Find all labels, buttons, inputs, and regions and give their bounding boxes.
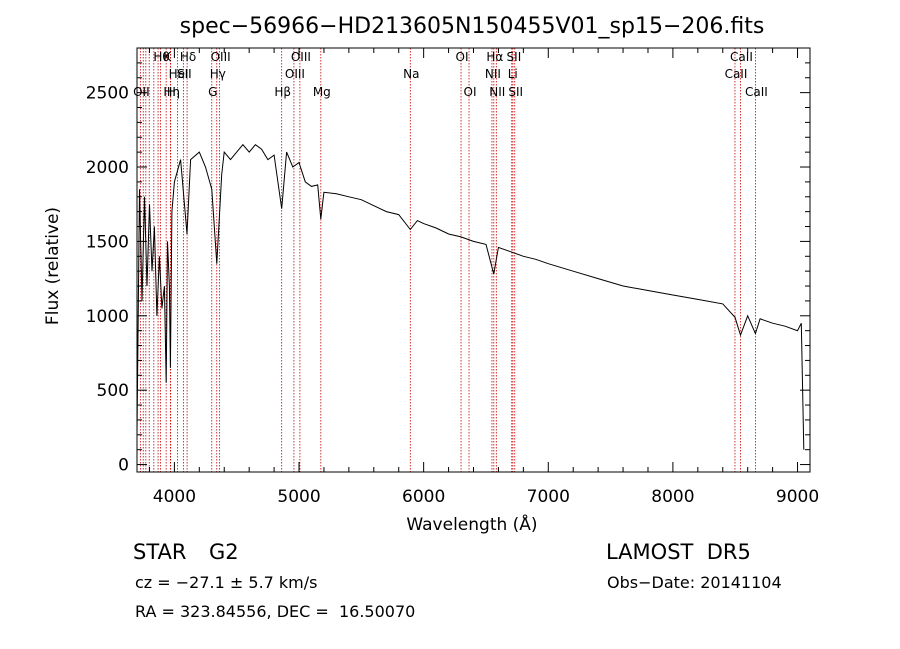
line-marker-label: Mg xyxy=(313,85,331,99)
line-markers xyxy=(139,48,756,472)
line-marker-label: HeI xyxy=(169,67,189,81)
line-marker-label: OII xyxy=(133,85,150,99)
line-marker-label: SII xyxy=(507,50,522,64)
survey-name: LAMOST DR5 xyxy=(606,540,751,564)
line-marker-label: Hδ xyxy=(180,50,196,64)
line-marker-label: CaII xyxy=(730,50,753,64)
line-marker-label: Hθ xyxy=(153,50,169,64)
line-marker-label: SII xyxy=(177,67,192,81)
chart-title: spec−56966−HD213605N150455V01_sp15−206.f… xyxy=(180,14,765,39)
line-marker-label: OIII xyxy=(291,50,311,64)
line-marker-label: Hα xyxy=(486,50,503,64)
line-marker-label: OIII xyxy=(285,67,305,81)
line-marker-labels: OIIHθKHηHHeISIIHδGHγOIIIHβOIIIOIIIMgNaOI… xyxy=(133,50,768,99)
redshift-velocity: cz = −27.1 ± 5.7 km/s xyxy=(135,573,318,592)
x-tick-label: 9000 xyxy=(776,487,819,507)
line-marker-label: NII xyxy=(485,67,501,81)
line-marker-label: OIII xyxy=(211,50,231,64)
coordinates: RA = 323.84556, DEC = 16.50070 xyxy=(135,602,416,621)
y-tick-label: 2500 xyxy=(86,84,129,104)
y-tick-label: 2000 xyxy=(86,158,129,178)
object-subclass: G2 xyxy=(209,540,239,564)
x-tick-label: 6000 xyxy=(402,487,445,507)
y-tick-label: 1000 xyxy=(86,307,129,327)
y-axis-label: Flux (relative) xyxy=(43,207,63,325)
plot-frame xyxy=(136,47,811,473)
x-tick-label: 8000 xyxy=(651,487,694,507)
spectrum-series-line xyxy=(136,143,805,450)
x-tick-label: 7000 xyxy=(527,487,570,507)
x-axis-label: Wavelength (Å) xyxy=(406,513,537,535)
line-marker-label: OI xyxy=(456,50,469,64)
line-marker-label: Hη xyxy=(163,85,180,99)
line-marker-label: OI xyxy=(464,85,477,99)
line-marker-label: K xyxy=(163,50,172,64)
line-marker-label: H xyxy=(167,85,176,99)
y-axis-ticks: 0 500 1000 1500 2000 2500 xyxy=(86,62,810,476)
line-marker-label: CaII xyxy=(745,85,768,99)
x-tick-label: 5000 xyxy=(277,487,320,507)
line-marker-label: Li xyxy=(508,67,518,81)
y-tick-label: 1500 xyxy=(86,232,129,252)
line-marker-label: NII xyxy=(489,85,505,99)
object-class: STAR xyxy=(133,540,187,564)
y-tick-label: 0 xyxy=(118,456,129,476)
line-marker-label: CaII xyxy=(725,67,748,81)
line-marker-label: Hβ xyxy=(274,85,291,99)
line-marker-label: Hγ xyxy=(210,67,226,81)
line-marker-label: SII xyxy=(508,85,523,99)
line-marker-label: G xyxy=(208,85,217,99)
y-tick-label: 500 xyxy=(97,381,129,401)
x-tick-label: 4000 xyxy=(153,487,196,507)
x-axis-ticks: 4000 5000 6000 7000 8000 9000 xyxy=(148,48,819,507)
line-marker-label: Na xyxy=(403,67,419,81)
observation-date: Obs−Date: 20141104 xyxy=(607,573,782,592)
